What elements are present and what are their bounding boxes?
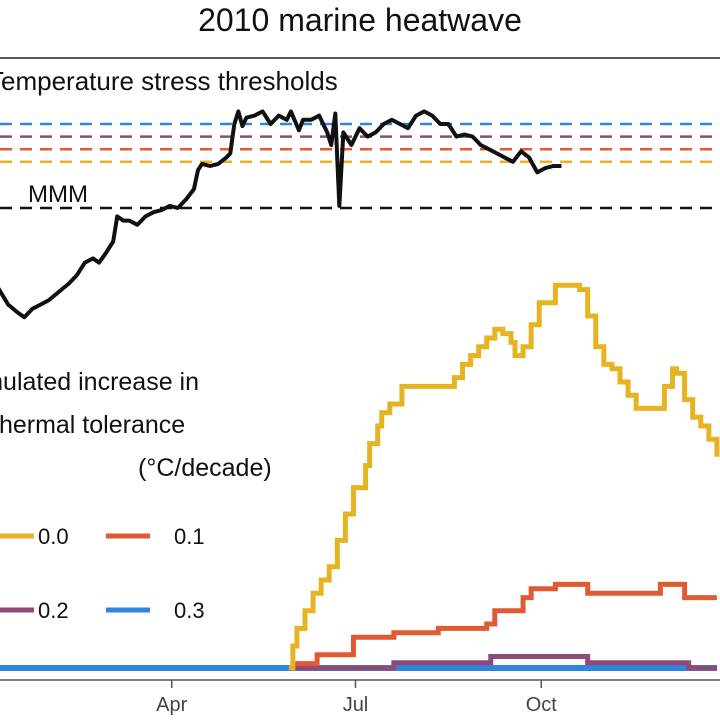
- legend-title-line-3: (°C/decade): [138, 454, 272, 482]
- x-tick-label-jul: Jul: [343, 694, 369, 716]
- legend-label-0-1: 0.1: [174, 524, 205, 549]
- accumulation-series-0-2: [288, 654, 717, 671]
- x-tick-label-oct: Oct: [526, 694, 558, 716]
- accumulation-series-0-0: [288, 282, 720, 671]
- legend-title-line-2: thermal tolerance: [0, 411, 185, 439]
- temperature-series-line: [0, 109, 562, 320]
- legend-label-0-0: 0.0: [38, 524, 69, 549]
- accumulation-series-0-1: [288, 581, 717, 671]
- legend-label-0-2: 0.2: [38, 598, 69, 623]
- title-divider: [0, 57, 720, 59]
- legend-title-line-1: Simulated increase in: [0, 368, 199, 396]
- x-tick-label-apr: Apr: [156, 694, 187, 716]
- mmm-label: MMM: [28, 181, 88, 208]
- threshold-label: Temperature stress thresholds: [0, 66, 338, 96]
- legend-label-0-3: 0.3: [174, 598, 205, 623]
- chart-title: 2010 marine heatwave: [198, 2, 522, 38]
